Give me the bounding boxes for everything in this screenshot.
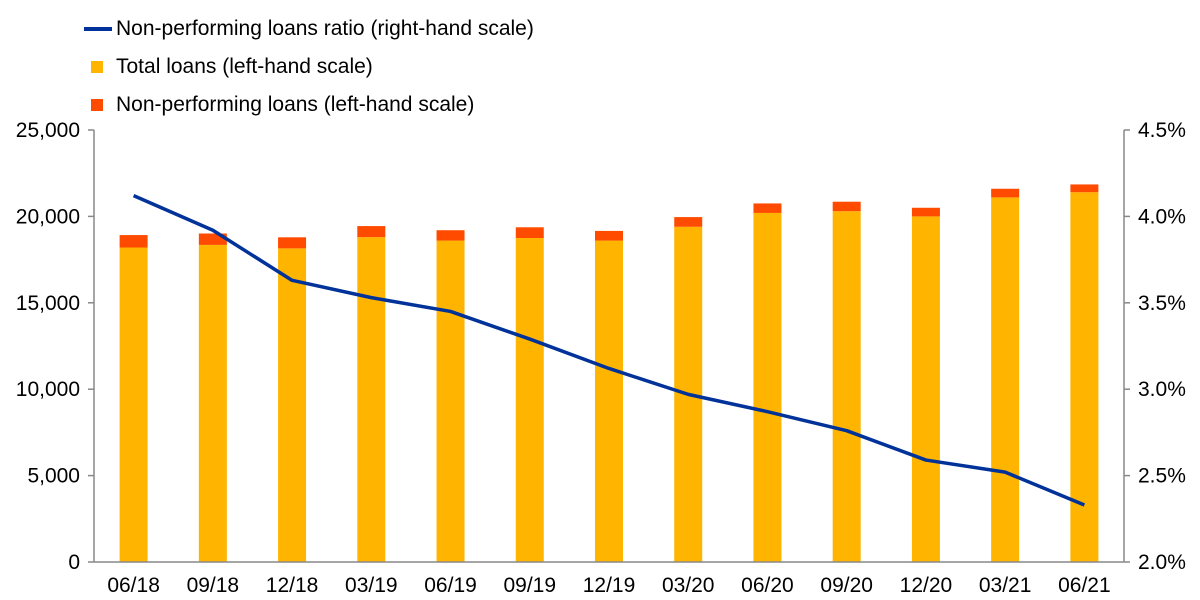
bar-npl <box>436 230 465 241</box>
left-tick-label: 5,000 <box>27 465 80 488</box>
bar-total-loans <box>991 197 1020 562</box>
bar-npl <box>674 217 703 227</box>
legend-item-total-loans: Total loans (left-hand scale) <box>84 48 534 86</box>
legend-label-total-loans: Total loans (left-hand scale) <box>116 55 373 78</box>
bar-npl <box>1070 184 1099 193</box>
left-tick-label: 25,000 <box>16 119 80 142</box>
right-tick-label: 2.0% <box>1138 551 1186 574</box>
axes-group: 0 5,000 10,000 15,000 20,000 25,000 2.0% 2.5% 3.… <box>16 119 1186 597</box>
legend-swatch-total <box>91 61 103 73</box>
npl-ratio-line <box>132 194 1086 507</box>
legend: Non-performing loans ratio (right-hand s… <box>84 10 534 124</box>
legend-label-npl-ratio: Non-performing loans ratio (right-hand s… <box>116 17 534 40</box>
right-tick-label: 4.5% <box>1138 119 1186 142</box>
bar-npl <box>515 227 544 238</box>
x-tick-label: 09/19 <box>503 574 556 597</box>
x-tick-label: 12/18 <box>266 574 319 597</box>
x-tick-label: 03/21 <box>979 574 1032 597</box>
bar-total-loans <box>911 216 940 562</box>
bar-npl <box>991 188 1020 198</box>
left-tick-label: 20,000 <box>16 205 80 228</box>
bar-total-loans <box>436 240 465 563</box>
bar-npl <box>278 237 307 249</box>
left-tick-label: 0 <box>68 551 80 574</box>
bar-total-loans <box>832 211 861 562</box>
right-tick-label: 2.5% <box>1138 465 1186 488</box>
legend-item-npl-ratio: Non-performing loans ratio (right-hand s… <box>84 10 534 48</box>
right-tick-label: 3.0% <box>1138 378 1186 401</box>
x-tick-label: 12/20 <box>900 574 953 597</box>
bar-npl <box>911 207 940 217</box>
legend-swatch-line <box>84 27 112 31</box>
x-tick-label: 06/20 <box>741 574 794 597</box>
x-tick-label: 06/19 <box>424 574 477 597</box>
bar-npl <box>832 201 861 212</box>
left-tick-label: 10,000 <box>16 378 80 401</box>
right-tick-label: 3.5% <box>1138 292 1186 315</box>
bar-total-loans <box>357 237 386 563</box>
x-tick-label: 09/20 <box>820 574 873 597</box>
x-tick-label: 06/18 <box>107 574 160 597</box>
bar-npl <box>198 233 227 245</box>
bar-npl <box>357 226 386 238</box>
bar-total-loans <box>515 238 544 562</box>
bar-total-loans <box>1070 192 1099 562</box>
x-tick-label: 06/21 <box>1058 574 1111 597</box>
bar-npl <box>595 230 623 241</box>
bar-npl <box>119 235 148 248</box>
x-tick-label: 03/19 <box>345 574 398 597</box>
legend-swatch-npl <box>91 99 103 111</box>
bar-total-loans <box>278 248 307 563</box>
x-tick-label: 12/19 <box>583 574 636 597</box>
bar-npl <box>753 203 782 213</box>
bar-total-loans <box>119 247 148 562</box>
bars-group <box>119 184 1099 563</box>
legend-item-npl: Non-performing loans (left-hand scale) <box>84 86 534 124</box>
line-group <box>132 194 1086 507</box>
x-tick-label: 09/18 <box>187 574 240 597</box>
right-tick-label: 4.0% <box>1138 205 1186 228</box>
bar-total-loans <box>595 240 623 563</box>
bar-total-loans <box>753 212 782 562</box>
x-tick-label: 03/20 <box>662 574 715 597</box>
bar-total-loans <box>198 244 227 563</box>
left-tick-label: 15,000 <box>16 292 80 315</box>
legend-label-npl: Non-performing loans (left-hand scale) <box>116 93 475 116</box>
